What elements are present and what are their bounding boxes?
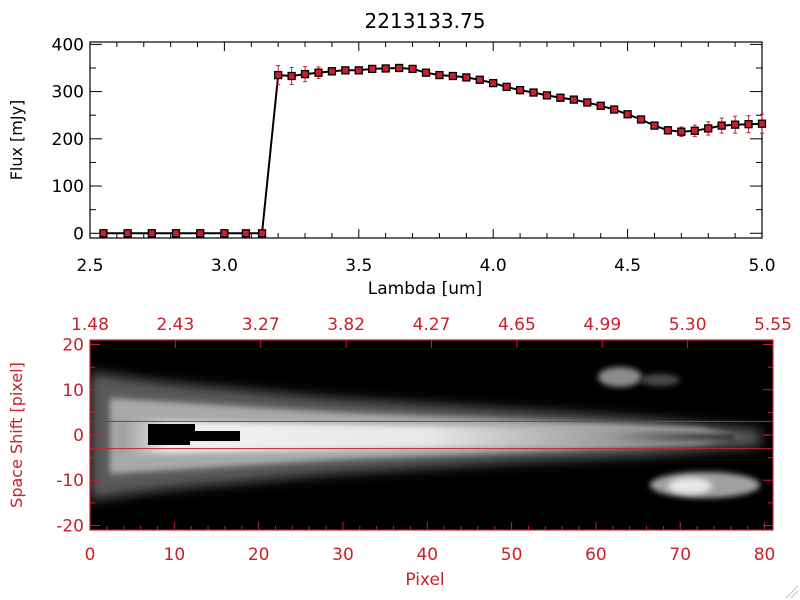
resize-grip-icon[interactable] [785, 585, 799, 599]
image-y-label: Space Shift [pixel] [7, 362, 26, 508]
spectrum-point [610, 105, 619, 114]
image-top-tick-label: 2.43 [156, 315, 194, 335]
spectrum-point [730, 120, 740, 129]
spectrum-y-tick-label: 300 [52, 83, 84, 103]
image-y-tick-label: -10 [56, 471, 84, 491]
spectrum-point [394, 63, 404, 73]
spectrum-point [196, 229, 205, 238]
spectrum-point [462, 73, 471, 82]
spectrum-y-tick-label: 200 [52, 130, 84, 150]
spectrum-point [744, 120, 753, 129]
spectrum-point [327, 67, 337, 76]
spectrum-point [381, 64, 390, 73]
spectrum-point [257, 229, 267, 238]
spectrum-title: 2213133.75 [365, 9, 486, 33]
spectrum-point [650, 121, 659, 130]
image-top-tick-label: 5.55 [754, 315, 792, 335]
spectrum-y-ticks: 0 100 200 300 400 [52, 35, 762, 244]
image-y-tick-label: -20 [56, 516, 84, 536]
spectrum-point [368, 64, 377, 74]
image-top-tick-label: 3.27 [242, 315, 280, 335]
image-top-tick-label: 4.99 [583, 315, 621, 335]
spectrum-line [103, 66, 763, 235]
spectrum-point [663, 126, 673, 135]
spectrum-x-ticks: 2.5 3.0 3.5 4.0 4.5 5.0 [76, 42, 776, 276]
spectrum-point [704, 124, 713, 133]
spectrum-x-tick-label: 3.0 [211, 256, 238, 276]
image-y-ticks: -20 -10 0 10 20 [56, 336, 773, 536]
spectrum-point [596, 101, 605, 110]
extraction-lines [90, 420, 773, 450]
spectrum-point [583, 98, 592, 107]
spectrum-point [757, 119, 767, 128]
image-top-tick-label: 4.27 [413, 315, 451, 335]
image-y-tick-label: 20 [62, 336, 84, 356]
spectrum-point [123, 229, 132, 238]
spectral-image [90, 340, 773, 530]
image-top-tick-label: 5.30 [669, 315, 707, 335]
spectrum-point [636, 115, 646, 124]
image-top-tick-label: 4.65 [498, 315, 536, 335]
spectrum-point [569, 95, 578, 104]
spectrum-point [677, 127, 686, 136]
spectrum-point [287, 71, 296, 81]
image-y-tick-label: 0 [73, 426, 84, 446]
spectrum-point [220, 229, 229, 238]
spectrum-point [99, 229, 108, 238]
spectrum-point [448, 71, 458, 81]
spectrum-point [241, 229, 251, 238]
image-plot: 0 10 20 30 40 50 60 70 80 -20 -10 0 10 20 1.48 2.43 3.… [7, 315, 792, 590]
spectrum-point [341, 66, 350, 75]
image-x-tick-label: 40 [416, 545, 438, 565]
image-x-tick-label: 60 [585, 545, 607, 565]
spectrum-point [354, 66, 363, 75]
spectrum-point [489, 78, 498, 88]
image-x-tick-label: 0 [85, 545, 96, 565]
spectrum-y-tick-label: 100 [52, 177, 84, 197]
spectrum-point [274, 70, 283, 80]
spectrum-point [690, 126, 699, 135]
spectrum-frame [89, 41, 763, 239]
image-x-label: Pixel [405, 570, 444, 590]
spectrum-point [542, 91, 552, 100]
image-x-tick-label: 70 [669, 545, 691, 565]
spectrum-point [314, 68, 323, 77]
spectrum-x-tick-label: 4.0 [480, 256, 507, 276]
spectrum-plot: 2213133.75 2.5 3.0 3.5 4.0 4.5 5.0 0 100 200 300… [7, 9, 776, 299]
spectrum-point [421, 68, 431, 77]
image-x-ticks: 0 10 20 30 40 50 60 70 80 [85, 522, 776, 565]
image-x-tick-label: 80 [754, 545, 776, 565]
spectrum-point [435, 70, 444, 80]
spectrum-y-tick-label: 0 [73, 224, 84, 244]
spectrum-point [502, 82, 511, 92]
image-x-tick-label: 10 [164, 545, 186, 565]
spectrum-data [99, 63, 767, 238]
spectrum-point [556, 93, 565, 102]
spectrum-point [623, 110, 632, 119]
spectrum-point [529, 88, 538, 97]
spectrum-x-tick-label: 4.5 [614, 256, 641, 276]
spectrum-point [300, 69, 310, 79]
image-x-tick-label: 50 [501, 545, 523, 565]
spectrum-x-tick-label: 3.5 [345, 256, 372, 276]
spectrum-point [147, 229, 156, 238]
image-y-tick-label: 10 [62, 381, 84, 401]
image-x-tick-label: 20 [248, 545, 270, 565]
spectrum-point [408, 64, 417, 74]
spectrum-x-tick-label: 2.5 [76, 256, 103, 276]
image-x-tick-label: 30 [332, 545, 354, 565]
image-top-tick-label: 1.48 [71, 315, 109, 335]
spectrum-x-label: Lambda [um] [368, 279, 482, 299]
image-top-axis-ticks: 1.48 2.43 3.27 3.82 4.27 4.65 4.99 5.30 5.55 [71, 315, 792, 348]
spectrum-y-tick-label: 400 [52, 35, 84, 55]
spectrum-point [475, 75, 484, 84]
spectrum-y-label: Flux [mJy] [7, 100, 26, 181]
spectrum-point [515, 86, 525, 95]
image-top-tick-label: 3.82 [327, 315, 365, 335]
spectrum-point [717, 121, 726, 130]
spectrum-point [171, 229, 181, 238]
spectrum-x-tick-label: 5.0 [748, 256, 775, 276]
